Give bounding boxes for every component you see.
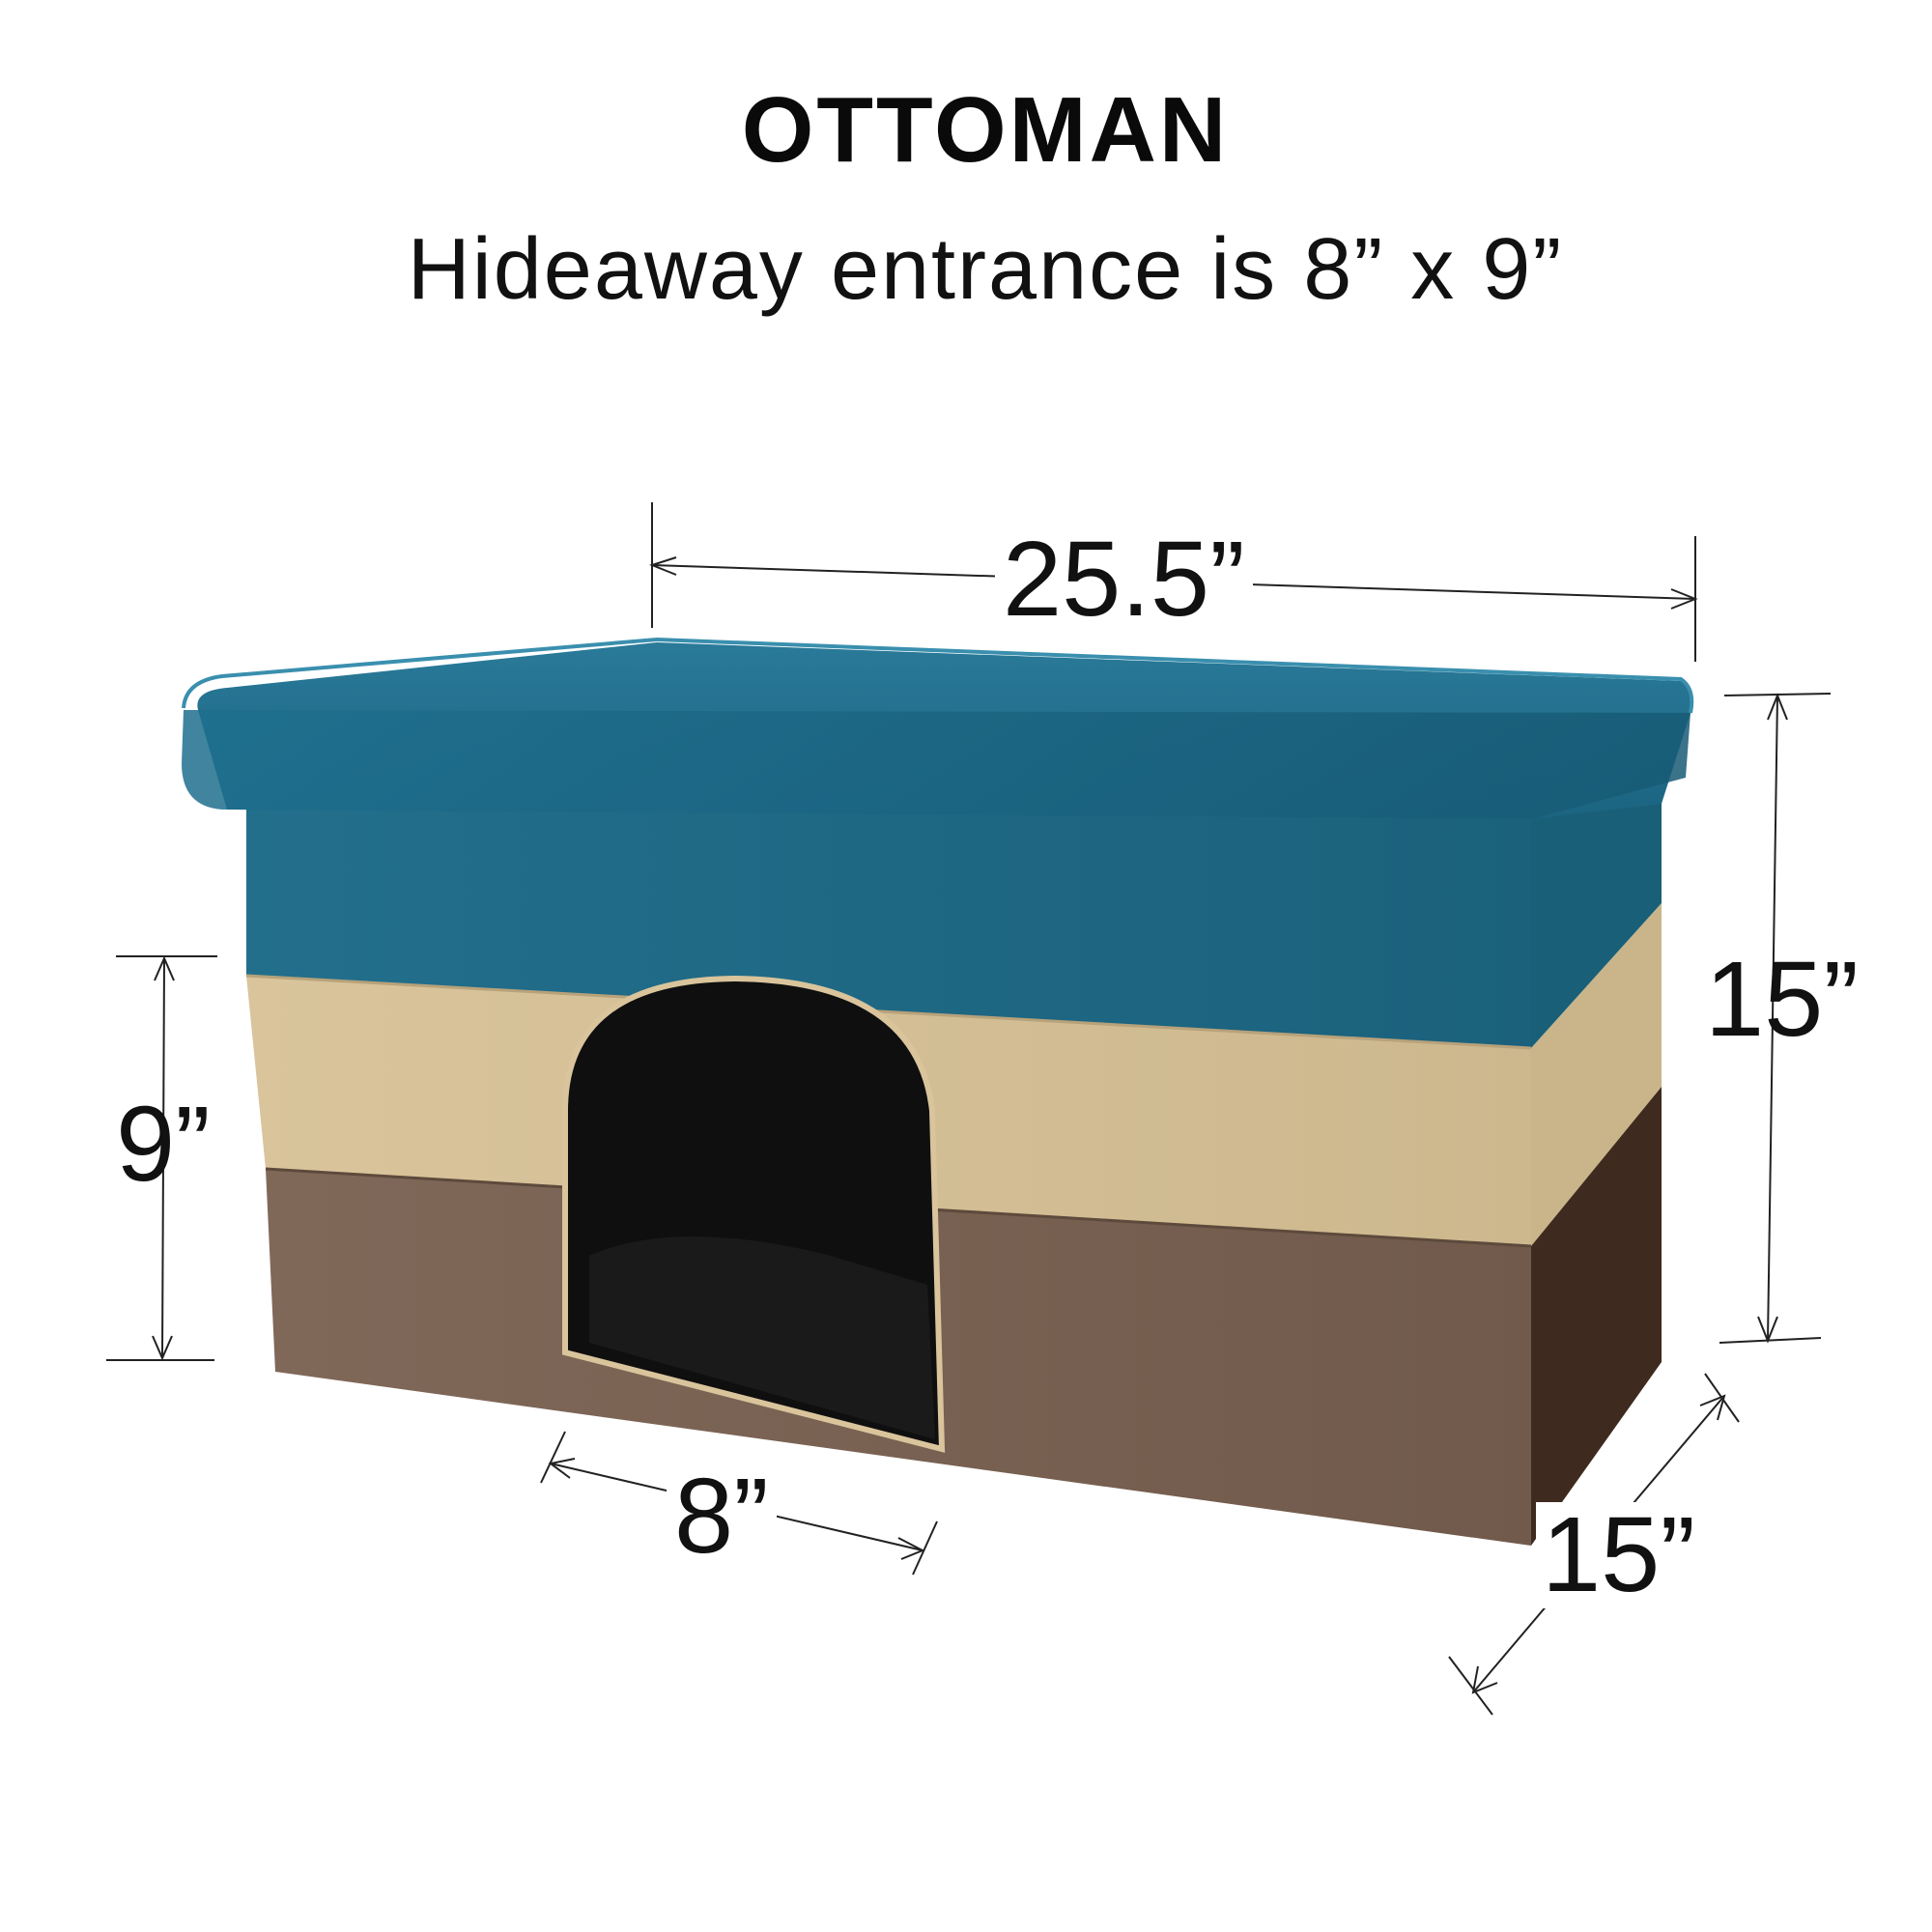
width-label: 25.5” bbox=[995, 526, 1253, 633]
height-label: 15” bbox=[1705, 940, 1859, 1059]
page-subtitle: Hideaway entrance is 8” x 9” bbox=[407, 221, 1564, 318]
ottoman-lid bbox=[182, 637, 1694, 819]
entrance-height-dimension-line bbox=[161, 957, 165, 1359]
front-blue-band bbox=[246, 802, 1531, 1048]
dimension-lines bbox=[106, 502, 1832, 1716]
entrance-width-label: 8” bbox=[667, 1463, 777, 1570]
hideaway-entrance bbox=[562, 975, 946, 1453]
height-dimension-line bbox=[1767, 695, 1778, 1342]
depth-label: 15” bbox=[1536, 1502, 1701, 1608]
ottoman-side-face bbox=[1531, 715, 1662, 1546]
page-title: OTTOMAN bbox=[741, 78, 1230, 182]
entrance-height-label: 9” bbox=[116, 1085, 211, 1204]
